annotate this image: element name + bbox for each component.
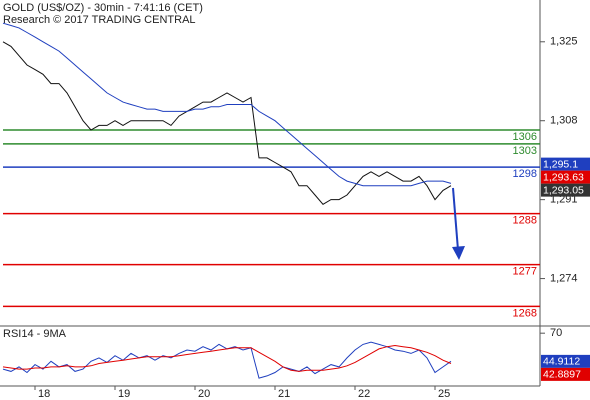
- x-tick-label: 20: [198, 388, 210, 400]
- series-line: [2, 22, 452, 187]
- chart-subtitle: Research © 2017 TRADING CENTRAL: [3, 14, 196, 26]
- value-box-label: 1,293.63: [543, 171, 584, 183]
- value-box: [541, 354, 590, 368]
- level-label: 1306: [513, 131, 537, 143]
- chart-title: GOLD (US$/OZ) - 30min - 7:41:16 (CET): [3, 2, 203, 14]
- value-box: [541, 367, 590, 381]
- value-box-label: 1,295.1: [543, 158, 578, 170]
- level-label: 1277: [513, 266, 537, 278]
- level-label: 1288: [513, 214, 537, 226]
- series-line: [2, 344, 452, 372]
- series-line: [2, 41, 452, 205]
- y-tick-label: 1,325: [550, 36, 578, 48]
- value-box-label: 44.9112: [543, 356, 580, 368]
- value-box: [541, 157, 590, 171]
- rsi-title: RSI14 - 9MA: [3, 328, 67, 340]
- level-label: 1298: [513, 168, 537, 180]
- x-tick-label: 21: [278, 388, 290, 400]
- forecast-arrowhead: [452, 246, 465, 260]
- x-tick-label: 25: [438, 388, 450, 400]
- value-box: [541, 170, 590, 184]
- level-label: 1303: [513, 145, 537, 157]
- y-tick-label: 70: [550, 327, 562, 339]
- y-tick-label: 1,308: [550, 115, 578, 127]
- x-tick-label: 18: [38, 388, 50, 400]
- x-tick-label: 22: [358, 388, 370, 400]
- value-box-label: 1,293.05: [543, 184, 584, 196]
- x-tick-label: 19: [118, 388, 130, 400]
- forecast-arrow: [452, 187, 459, 251]
- value-box-label: 42.8897: [543, 369, 581, 381]
- value-box: [541, 183, 590, 197]
- level-label: 1268: [513, 307, 537, 319]
- y-tick-label: 1,274: [550, 272, 578, 284]
